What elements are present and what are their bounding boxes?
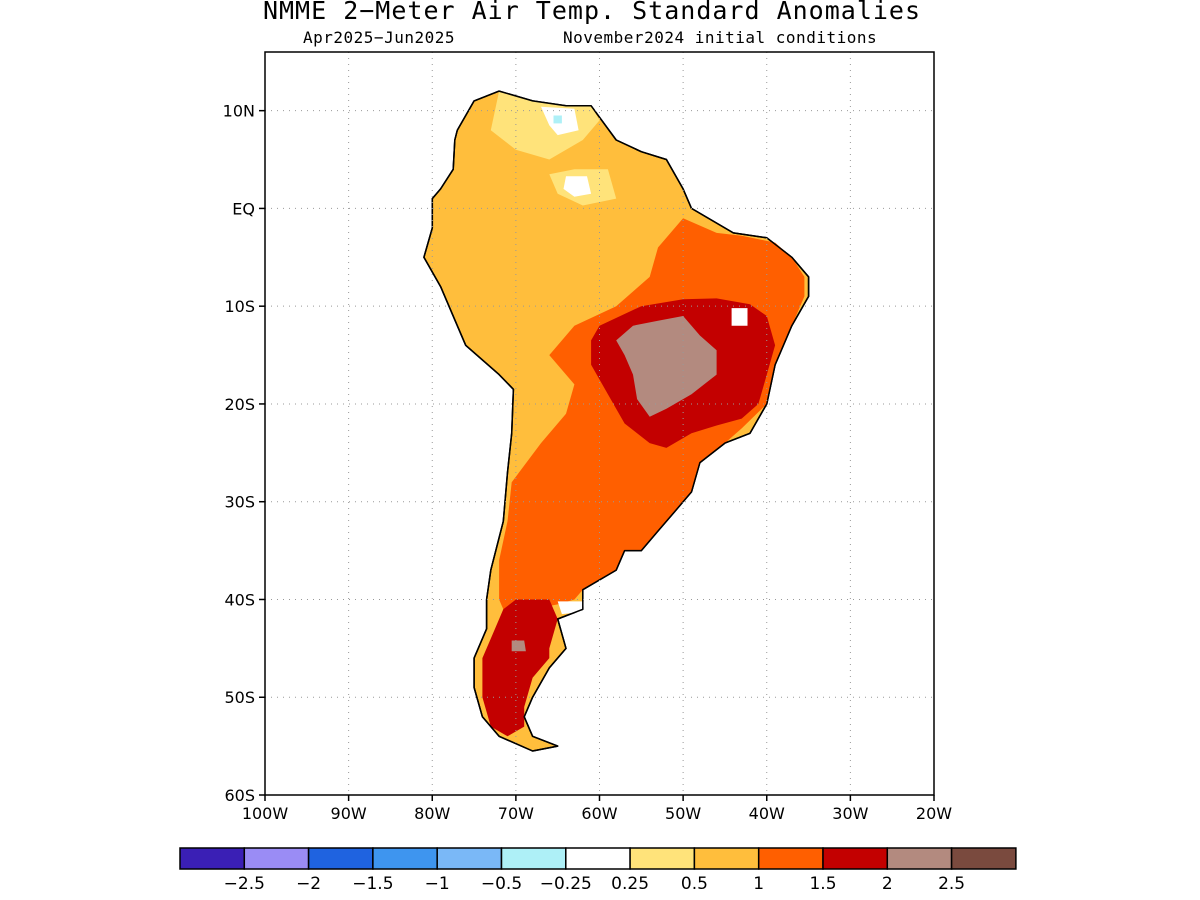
colorbar-swatch — [243, 847, 310, 870]
colorbar-label: −1 — [425, 874, 450, 894]
x-tick-label: 60W — [581, 804, 617, 823]
y-tick-label: 60S — [224, 786, 255, 805]
colorbar-label: 0.25 — [611, 874, 649, 894]
y-tick-label: 50S — [224, 688, 255, 707]
y-tick-label: 10S — [224, 297, 255, 316]
map-title: NMME 2−Meter Air Temp. Standard Anomalie… — [262, 0, 922, 25]
white-patch-east — [731, 308, 748, 326]
colorbar-swatch — [950, 847, 1017, 870]
colorbar-swatch — [757, 847, 824, 870]
colorbar-swatch — [372, 847, 438, 870]
y-tick-label: EQ — [232, 199, 255, 218]
colorbar-label: −2 — [296, 874, 321, 894]
colorbar-swatch — [629, 847, 696, 870]
white-patch-guiana — [563, 176, 592, 197]
coastline — [423, 90, 810, 752]
x-tick-label: 50W — [665, 804, 701, 823]
x-tick-label: 40W — [749, 804, 785, 823]
colorbar-swatch — [693, 847, 760, 870]
colorbar-swatch — [822, 847, 889, 870]
anomaly-fields — [423, 90, 810, 752]
x-tick-label: 70W — [498, 804, 534, 823]
colorbar-label: 2 — [882, 874, 893, 894]
colorbar-label: 0.5 — [681, 874, 708, 894]
colorbar-swatch — [886, 847, 953, 870]
y-tick-label: 10N — [223, 102, 255, 121]
x-tick-label: 100W — [242, 804, 289, 823]
colorbar-label: 1.5 — [809, 874, 836, 894]
x-tick-label: 90W — [331, 804, 367, 823]
colorbar-label: 2.5 — [938, 874, 965, 894]
light-yellow-north — [490, 91, 600, 160]
colorbar-label: −2.5 — [224, 874, 265, 894]
colorbar-swatch — [436, 847, 503, 870]
colorbar-label: −0.5 — [481, 874, 522, 894]
cyan-patch — [553, 115, 562, 124]
mauve-brazil — [616, 316, 717, 417]
y-tick-label: 20S — [224, 395, 255, 414]
colorbar-label: −0.25 — [540, 874, 592, 894]
colorbar-swatch — [179, 847, 246, 870]
y-tick-label: 30S — [224, 493, 255, 512]
x-tick-label: 20W — [916, 804, 952, 823]
x-tick-label: 80W — [414, 804, 450, 823]
x-tick-label: 30W — [832, 804, 868, 823]
colorbar: −2.5 −2 −1.5 −1 −0.5 −0.25 0.25 0.5 1 1.5 2 2.5 — [179, 847, 1017, 894]
dark-red-patagonia — [482, 599, 558, 737]
mauve-patagonia — [511, 640, 526, 652]
colorbar-swatch — [500, 847, 567, 870]
colorbar-swatch — [307, 847, 374, 870]
map-subtitle-initial-conditions: November2024 initial conditions — [563, 28, 878, 47]
colorbar-label: −1.5 — [352, 874, 393, 894]
y-axis: 10N EQ 10S 20S 30S 40S 50S 60S — [223, 102, 265, 805]
x-axis: 100W 90W 80W 70W 60W 50W 40W 30W 20W — [242, 795, 952, 823]
colorbar-swatch — [565, 847, 631, 870]
y-tick-label: 40S — [224, 590, 255, 609]
map-subtitle-period: Apr2025−Jun2025 — [303, 28, 455, 47]
colorbar-label: 1 — [753, 874, 764, 894]
